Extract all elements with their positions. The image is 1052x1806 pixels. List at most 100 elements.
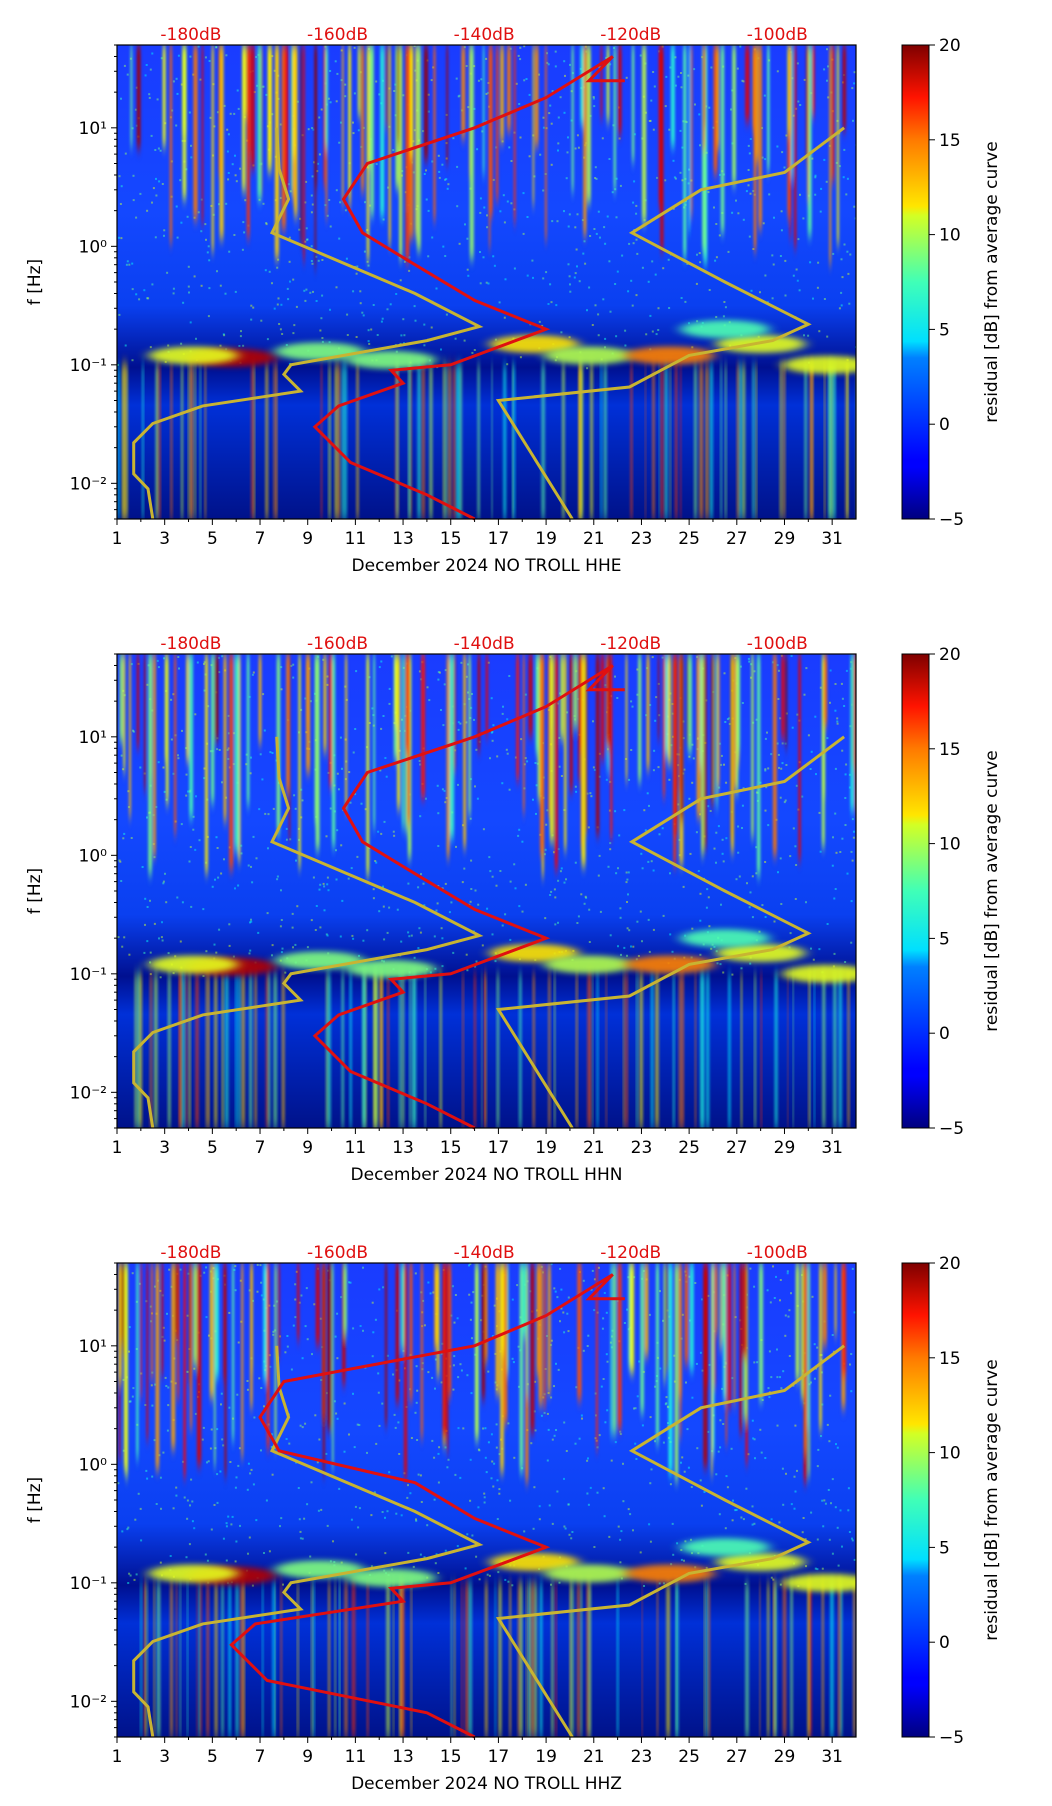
noise-speck (139, 1507, 142, 1510)
noise-speck (381, 1402, 384, 1405)
noise-speck (150, 134, 153, 137)
lf-streak (249, 973, 253, 1128)
hf-streak (447, 1263, 452, 1397)
noise-speck (747, 169, 750, 171)
noise-speck (373, 1491, 376, 1494)
lf-streak (590, 364, 594, 519)
noise-speck (716, 962, 719, 965)
hf-streak (613, 45, 616, 192)
noise-speck (816, 1346, 819, 1349)
noise-speck (851, 859, 854, 862)
noise-speck (550, 1583, 552, 1586)
noise-speck (741, 702, 744, 704)
x-tick-label: 3 (159, 1138, 170, 1158)
noise-speck (501, 782, 504, 785)
noise-speck (207, 245, 210, 248)
noise-speck (467, 274, 470, 277)
noise-speck (651, 330, 654, 333)
noise-speck (487, 282, 490, 285)
x-tick-label: 7 (255, 529, 266, 549)
noise-speck (782, 1370, 785, 1373)
noise-speck (306, 238, 309, 241)
noise-speck (796, 713, 799, 716)
hf-streak (424, 45, 429, 161)
noise-speck (635, 204, 638, 207)
noise-speck (506, 200, 509, 203)
noise-speck (359, 290, 362, 293)
noise-speck (441, 965, 444, 968)
noise-speck (285, 1438, 288, 1440)
lf-streak (417, 364, 421, 519)
noise-speck (268, 1550, 271, 1553)
noise-speck (485, 281, 488, 284)
noise-speck (462, 824, 464, 827)
noise-speck (657, 307, 660, 310)
noise-speck (427, 110, 430, 113)
noise-speck (219, 284, 222, 287)
microseism-blob (679, 320, 770, 339)
noise-speck (594, 1437, 597, 1440)
hf-streak (388, 45, 391, 246)
noise-speck (251, 881, 254, 884)
noise-speck (285, 827, 288, 830)
hf-streak (655, 1263, 659, 1444)
noise-speck (763, 94, 766, 97)
noise-speck (492, 178, 495, 181)
noise-speck (603, 1292, 606, 1294)
noise-speck (626, 1308, 629, 1311)
noise-speck (776, 145, 779, 148)
noise-speck (848, 773, 851, 776)
noise-speck (441, 937, 444, 940)
colorbar-tick-label: 10 (939, 835, 961, 855)
noise-speck (735, 199, 737, 202)
noise-speck (190, 905, 193, 908)
noise-speck (850, 941, 853, 944)
noise-speck (157, 761, 160, 764)
noise-speck (209, 750, 212, 753)
noise-speck (714, 259, 717, 262)
lf-streak (181, 973, 186, 1128)
noise-speck (162, 1451, 165, 1454)
noise-speck (383, 820, 386, 823)
noise-speck (171, 109, 174, 112)
lf-streak (235, 973, 238, 1128)
hf-streak (136, 654, 140, 748)
noise-speck (723, 672, 726, 675)
noise-speck (469, 817, 472, 820)
noise-speck (584, 895, 587, 898)
noise-speck (538, 1518, 541, 1521)
noise-speck (310, 194, 313, 197)
noise-speck (534, 762, 537, 764)
noise-speck (225, 1559, 228, 1562)
noise-speck (620, 1530, 623, 1533)
lf-streak (327, 1582, 331, 1737)
noise-speck (246, 1380, 249, 1382)
noise-speck (122, 768, 125, 771)
noise-speck (390, 655, 393, 658)
noise-speck (146, 683, 149, 686)
lf-streak (660, 364, 662, 519)
noise-speck (156, 659, 159, 662)
noise-speck (410, 1437, 413, 1439)
noise-speck (408, 256, 411, 259)
noise-speck (334, 1335, 337, 1338)
noise-speck (612, 124, 615, 127)
noise-speck (476, 148, 479, 151)
noise-speck (844, 961, 847, 963)
noise-speck (697, 870, 700, 872)
hf-streak (667, 654, 672, 765)
noise-speck (597, 1266, 600, 1269)
noise-speck (671, 712, 674, 715)
noise-speck (563, 881, 566, 884)
noise-speck (461, 881, 464, 884)
noise-speck (795, 268, 798, 271)
noise-speck (382, 715, 385, 717)
hf-streak (211, 45, 214, 252)
noise-speck (549, 1344, 552, 1346)
lf-streak (578, 364, 583, 519)
noise-speck (748, 235, 751, 238)
noise-speck (386, 931, 389, 934)
noise-speck (834, 1506, 837, 1509)
noise-speck (559, 1320, 561, 1323)
noise-speck (138, 1282, 141, 1285)
